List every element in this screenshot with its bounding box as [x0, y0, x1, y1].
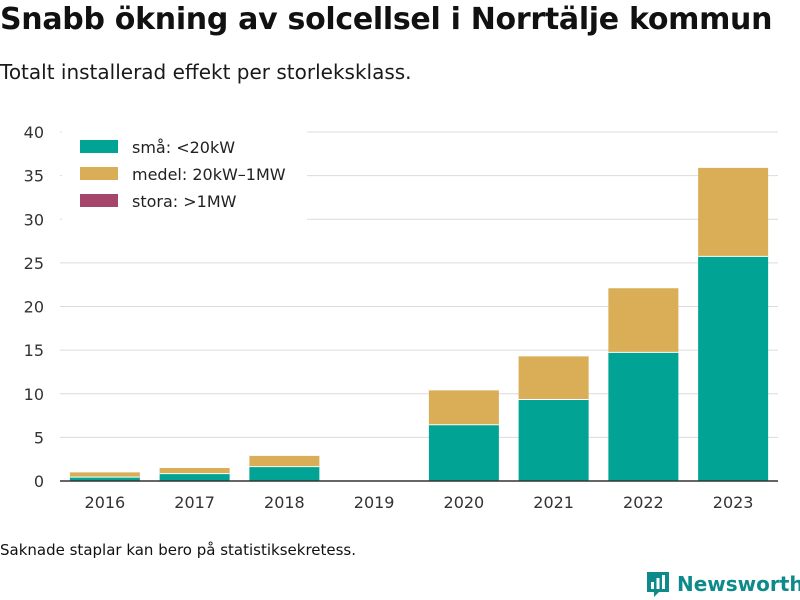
- bar-chart-logo-icon: [647, 572, 669, 597]
- bar-segment: [608, 287, 679, 352]
- bar-segment: [159, 467, 230, 474]
- bar-segment: [249, 454, 320, 467]
- bar-segment: [518, 355, 589, 399]
- bar-segment: [249, 466, 320, 481]
- bar-segment: [698, 255, 769, 481]
- chart-title: Snabb ökning av solcellsel i Norrtälje k…: [0, 2, 773, 37]
- y-tick-label: 35: [24, 167, 44, 186]
- footnote: Saknade staplar kan bero på statistiksek…: [0, 541, 357, 559]
- legend-swatch: [80, 194, 118, 207]
- y-tick-label: 5: [34, 428, 44, 447]
- x-tick-label: 2022: [623, 493, 664, 512]
- brand-name: Newsworthy: [677, 572, 800, 596]
- bar-segment: [428, 424, 499, 481]
- bar-segment: [69, 471, 140, 477]
- y-tick-label: 25: [24, 254, 44, 273]
- legend-swatch: [80, 140, 118, 153]
- legend-label: medel: 20kW–1MW: [132, 165, 286, 184]
- y-tick-label: 15: [24, 341, 44, 360]
- legend-label: stora: >1MW: [132, 192, 237, 211]
- y-tick-label: 10: [24, 385, 44, 404]
- stacked-bar-chart: 0 5 10 15 20 25 30 35 40 2016 2017 2018 2019 2020 2021…: [24, 123, 778, 512]
- x-tick-label: 2023: [713, 493, 754, 512]
- legend-label: små: <20kW: [132, 138, 235, 157]
- x-tick-label: 2017: [174, 493, 215, 512]
- x-tick-label: 2018: [264, 493, 305, 512]
- brand-logo[interactable]: Newsworthy: [645, 570, 800, 598]
- x-tick-label: 2021: [533, 493, 574, 512]
- y-tick-label: 40: [24, 123, 44, 142]
- x-tick-label: 2016: [85, 493, 126, 512]
- legend-swatch: [80, 167, 118, 180]
- y-tick-label: 20: [24, 298, 44, 317]
- bar-segment: [698, 166, 769, 256]
- x-tick-label: 2019: [354, 493, 395, 512]
- y-tick-label: 30: [24, 210, 44, 229]
- bar-segment: [159, 473, 230, 481]
- bar-segment: [518, 398, 589, 481]
- bar-segment: [69, 476, 140, 481]
- y-tick-label: 0: [34, 472, 44, 491]
- bar-segment: [428, 389, 499, 425]
- chart-subtitle: Totalt installerad effekt per storlekskl…: [0, 60, 412, 84]
- bar-segment: [608, 351, 679, 481]
- x-tick-label: 2020: [444, 493, 485, 512]
